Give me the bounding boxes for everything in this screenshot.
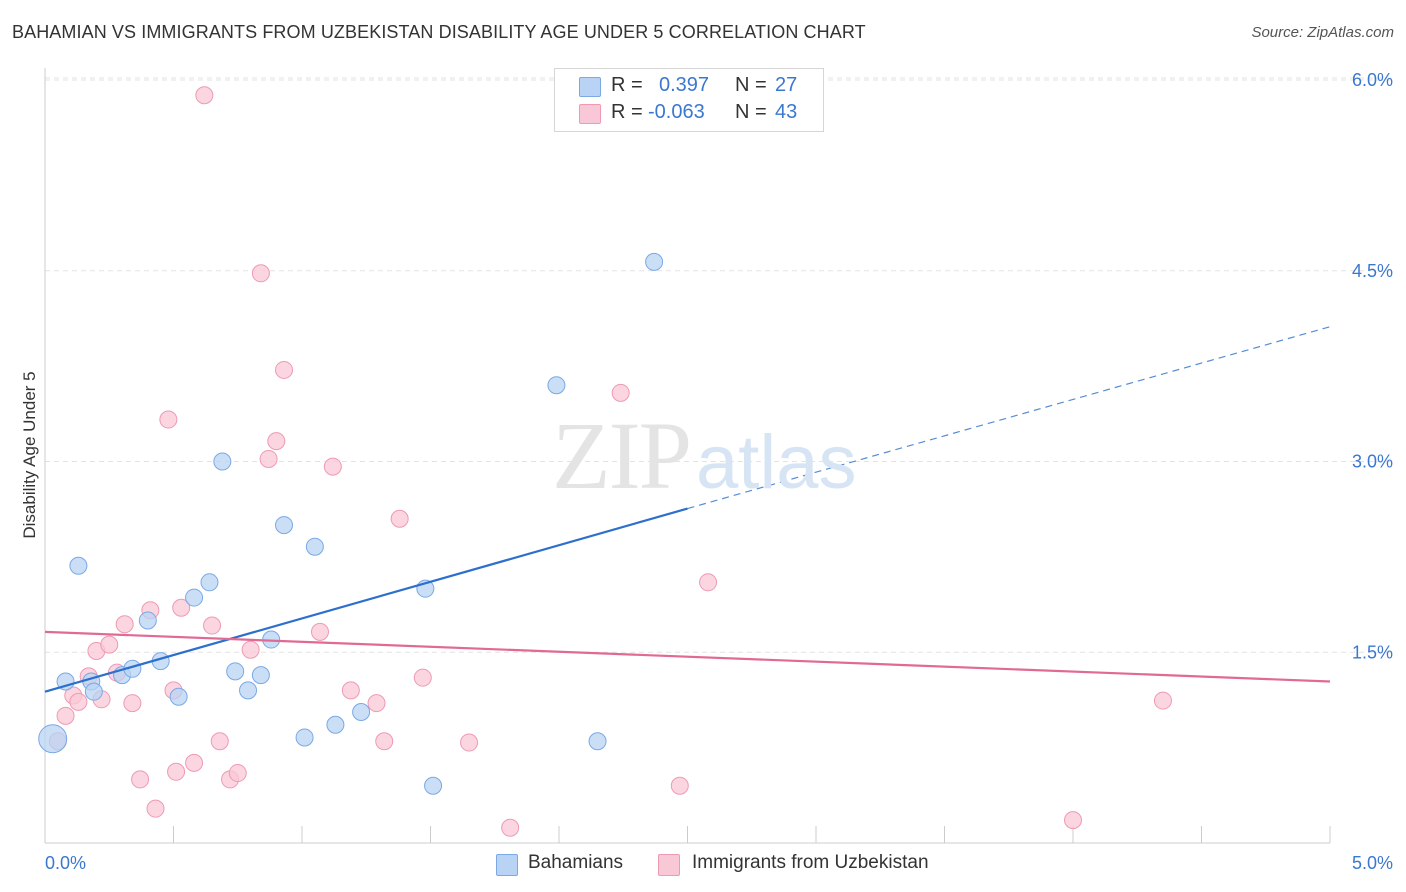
data-point-uzbekistan <box>159 410 178 429</box>
data-point-uzbekistan <box>56 706 75 725</box>
data-point-bahamians <box>305 537 324 556</box>
data-point-uzbekistan <box>115 615 134 634</box>
data-point-uzbekistan <box>267 432 286 451</box>
data-point-uzbekistan <box>367 694 386 713</box>
trend-line-bahamians-extension <box>687 326 1331 510</box>
data-point-bahamians <box>352 703 371 722</box>
data-point-uzbekistan <box>195 86 214 105</box>
trend-line-bahamians <box>44 507 688 693</box>
chart-title: BAHAMIAN VS IMMIGRANTS FROM UZBEKISTAN D… <box>12 22 866 42</box>
data-point-uzbekistan <box>123 694 142 713</box>
data-point-uzbekistan <box>241 640 260 659</box>
data-point-bahamians <box>38 724 68 754</box>
data-point-bahamians <box>226 662 245 681</box>
data-point-uzbekistan <box>259 449 278 468</box>
legend-r-value: -0.063 <box>648 101 705 123</box>
data-point-uzbekistan <box>310 622 329 641</box>
data-point-uzbekistan <box>323 457 342 476</box>
series-bahamians-points <box>38 252 664 795</box>
correlation-legend: R = 0.397 N = 27 R = -0.063 N = 43 <box>554 68 824 132</box>
legend-n-value: 27 <box>775 74 798 96</box>
series-uzbekistan-points <box>48 86 1172 837</box>
data-point-bahamians <box>547 376 566 395</box>
data-point-bahamians <box>251 666 270 685</box>
y-axis-label: Disability Age Under 5 <box>20 371 39 539</box>
data-point-bahamians <box>138 611 157 630</box>
data-point-bahamians <box>185 588 204 607</box>
grid-lines <box>45 77 1392 653</box>
data-point-uzbekistan <box>699 573 718 592</box>
x-tick-label: 5.0% <box>1352 853 1393 873</box>
data-point-uzbekistan <box>228 764 247 783</box>
series-legend: Bahamians Immigrants from Uzbekistan <box>0 852 1406 878</box>
trend-line-uzbekistan <box>44 630 1331 683</box>
data-point-uzbekistan <box>413 668 432 687</box>
data-point-uzbekistan <box>501 818 520 837</box>
legend-label-uzbekistan: Immigrants from Uzbekistan <box>692 852 929 873</box>
data-point-bahamians <box>326 715 345 734</box>
data-point-uzbekistan <box>69 692 88 711</box>
legend-n-label: N = <box>735 101 767 123</box>
data-point-uzbekistan <box>341 681 360 700</box>
y-tick-label: 6.0% <box>1352 70 1393 90</box>
data-point-uzbekistan <box>146 799 165 818</box>
data-point-uzbekistan <box>275 360 294 379</box>
data-point-bahamians <box>239 681 258 700</box>
data-point-uzbekistan <box>1064 811 1082 830</box>
y-tick-label: 3.0% <box>1352 452 1393 472</box>
data-point-bahamians <box>213 452 232 471</box>
legend-label-bahamians: Bahamians <box>528 852 624 873</box>
legend-r-label: R = <box>611 101 643 123</box>
data-point-uzbekistan <box>460 733 479 752</box>
data-point-bahamians <box>424 776 443 795</box>
source-credit: Source: ZipAtlas.com <box>1251 24 1394 41</box>
x-tick-label: 0.0% <box>45 853 86 873</box>
data-point-bahamians <box>295 728 314 747</box>
legend-r-label: R = <box>611 74 643 96</box>
data-point-bahamians <box>200 573 219 592</box>
legend-n-value: 43 <box>775 101 798 123</box>
data-point-bahamians <box>84 682 103 701</box>
data-point-uzbekistan <box>375 732 394 751</box>
legend-r-value: 0.397 <box>659 74 710 96</box>
data-point-bahamians <box>169 687 188 706</box>
data-point-uzbekistan <box>251 264 270 283</box>
legend-swatch-blue <box>496 854 518 876</box>
data-point-uzbekistan <box>167 762 186 781</box>
data-point-uzbekistan <box>131 770 150 789</box>
data-point-uzbekistan <box>1153 691 1172 710</box>
data-point-uzbekistan <box>172 598 191 617</box>
data-point-uzbekistan <box>185 753 204 772</box>
data-point-uzbekistan <box>390 509 409 528</box>
data-point-bahamians <box>275 516 294 535</box>
data-point-uzbekistan <box>100 635 119 654</box>
data-point-uzbekistan <box>203 616 222 635</box>
axes <box>44 68 1331 844</box>
data-point-uzbekistan <box>210 732 229 751</box>
tick-labels: 1.5% 3.0% 4.5% 6.0% 0.0% 5.0% <box>45 70 1393 873</box>
y-tick-label: 1.5% <box>1352 642 1393 662</box>
legend-n-label: N = <box>735 74 767 96</box>
data-point-bahamians <box>645 252 664 271</box>
trend-lines <box>44 326 1331 693</box>
data-point-uzbekistan <box>670 776 689 795</box>
legend-swatch-blue <box>579 77 601 97</box>
data-point-bahamians <box>56 672 75 691</box>
data-point-uzbekistan <box>611 383 630 402</box>
legend-swatch-pink <box>579 104 601 124</box>
legend-swatch-pink <box>658 854 680 876</box>
data-point-bahamians <box>69 556 88 575</box>
data-point-bahamians <box>588 732 607 751</box>
y-tick-label: 4.5% <box>1352 261 1393 281</box>
